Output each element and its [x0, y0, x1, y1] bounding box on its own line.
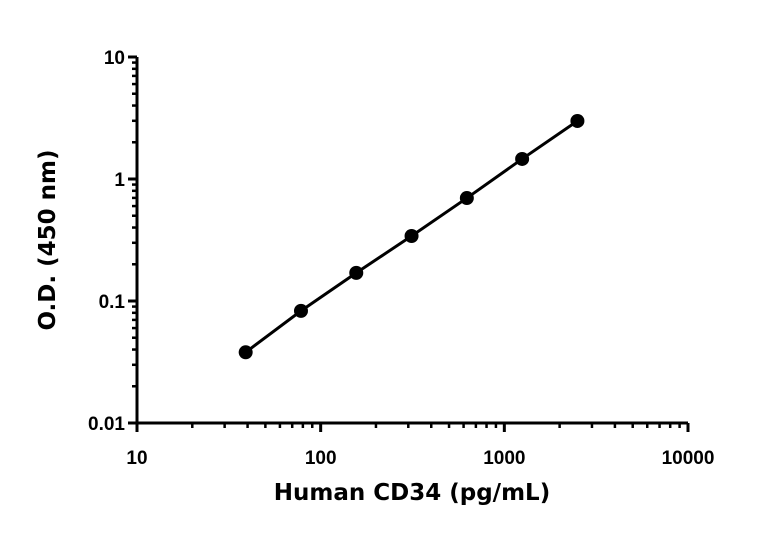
- y-tick-label: 10: [104, 48, 125, 69]
- x-tick-label: 10000: [662, 448, 715, 469]
- x-tick-label: 1000: [483, 448, 525, 469]
- data-point: [404, 229, 419, 244]
- x-axis-ticks: 10 100 1000 10000: [126, 423, 714, 469]
- y-tick-label: 0.01: [88, 414, 125, 435]
- y-axis-title: O.D. (450 nm): [35, 149, 61, 330]
- y-axis-ticks: 0.01 0.1 1 10: [88, 48, 137, 435]
- data-point: [293, 303, 308, 318]
- data-point: [349, 265, 364, 280]
- y-tick-label: 0.1: [99, 292, 126, 313]
- data-point: [459, 191, 474, 206]
- data-point: [570, 113, 585, 128]
- data-series: [238, 113, 585, 360]
- x-tick-label: 100: [305, 448, 337, 469]
- x-tick-label: 10: [126, 448, 147, 469]
- data-point: [515, 151, 530, 166]
- y-tick-label: 1: [114, 170, 125, 191]
- x-axis-title: Human CD34 (pg/mL): [274, 480, 550, 506]
- axes: [128, 57, 688, 432]
- data-point: [238, 345, 253, 360]
